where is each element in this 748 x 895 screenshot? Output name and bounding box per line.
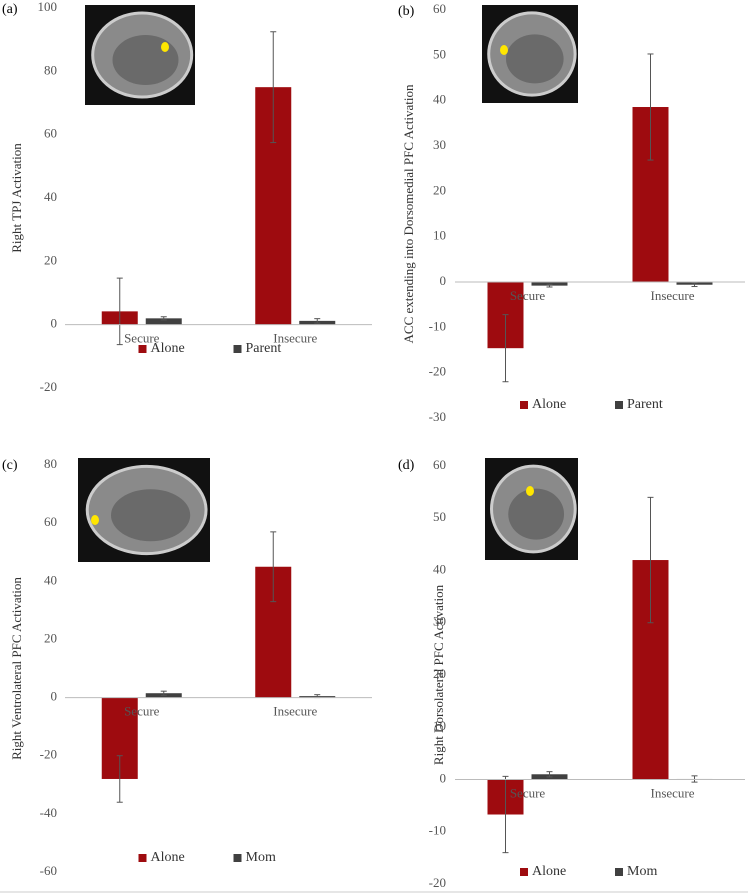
legend-swatch bbox=[138, 854, 147, 862]
y-tick-label: 30 bbox=[433, 614, 446, 629]
x-tick-label: Secure bbox=[510, 785, 546, 800]
activation-blob bbox=[91, 515, 99, 525]
panel-label: (a) bbox=[2, 2, 18, 17]
panel-label: (c) bbox=[2, 458, 18, 473]
y-tick-label: -60 bbox=[40, 863, 57, 878]
legend-swatch bbox=[615, 868, 623, 876]
legend-label: Alone bbox=[532, 864, 566, 879]
legend-swatch bbox=[233, 854, 242, 862]
y-axis-title: ACC extending into Dorsomedial PFC Activ… bbox=[401, 84, 416, 343]
brain-inner bbox=[506, 34, 564, 84]
y-tick-label: 50 bbox=[433, 46, 446, 61]
panel-label: (d) bbox=[398, 458, 415, 473]
legend-swatch bbox=[138, 345, 147, 353]
y-axis-title: Right Ventrolateral PFC Activation bbox=[9, 577, 24, 760]
y-tick-label: 60 bbox=[44, 514, 57, 529]
y-axis-title: Right TPJ Activation bbox=[9, 143, 24, 253]
legend-label: Mom bbox=[627, 864, 657, 879]
y-tick-label: 40 bbox=[433, 561, 446, 576]
panel-label: (b) bbox=[398, 4, 415, 19]
y-tick-label: 40 bbox=[44, 189, 57, 204]
y-tick-label: 20 bbox=[433, 182, 446, 197]
y-tick-label: -20 bbox=[40, 747, 57, 762]
brain-inner bbox=[112, 35, 179, 85]
x-tick-label: Secure bbox=[510, 288, 546, 303]
legend-swatch bbox=[520, 401, 528, 409]
y-tick-label: -20 bbox=[429, 875, 446, 890]
y-tick-label: 80 bbox=[44, 62, 57, 77]
x-tick-label: Secure bbox=[124, 704, 160, 719]
x-tick-label: Secure bbox=[124, 331, 160, 346]
activation-blob bbox=[526, 486, 534, 496]
activation-blob bbox=[161, 42, 169, 52]
y-tick-label: -20 bbox=[40, 379, 57, 394]
y-tick-label: 60 bbox=[433, 1, 446, 16]
x-tick-label: Insecure bbox=[273, 331, 317, 346]
y-tick-label: -10 bbox=[429, 823, 446, 838]
y-tick-label: 10 bbox=[433, 228, 446, 243]
y-tick-label: 30 bbox=[433, 137, 446, 152]
activation-blob bbox=[500, 45, 508, 55]
y-tick-label: 40 bbox=[44, 572, 57, 587]
y-tick-label: 10 bbox=[433, 718, 446, 733]
legend-label: Alone bbox=[532, 397, 566, 412]
y-tick-label: 100 bbox=[38, 0, 58, 14]
brain-inner bbox=[508, 488, 565, 540]
x-tick-label: Insecure bbox=[273, 704, 317, 719]
legend-label: Alone bbox=[151, 341, 185, 356]
legend-swatch bbox=[615, 401, 623, 409]
y-tick-label: -20 bbox=[429, 364, 446, 379]
y-tick-label: 20 bbox=[433, 666, 446, 681]
y-tick-label: 0 bbox=[440, 273, 447, 288]
y-tick-label: -40 bbox=[40, 805, 57, 820]
y-tick-label: 60 bbox=[433, 457, 446, 472]
y-tick-label: 40 bbox=[433, 92, 446, 107]
y-tick-label: 0 bbox=[440, 770, 447, 785]
y-tick-label: 0 bbox=[51, 316, 58, 331]
legend-swatch bbox=[520, 868, 528, 876]
bar bbox=[145, 318, 182, 325]
y-tick-label: 0 bbox=[51, 689, 58, 704]
y-tick-label: 50 bbox=[433, 509, 446, 524]
y-tick-label: -10 bbox=[429, 318, 446, 333]
y-tick-label: 60 bbox=[44, 126, 57, 141]
x-tick-label: Insecure bbox=[650, 785, 694, 800]
legend-label: Mom bbox=[246, 850, 276, 865]
y-axis-title: Right Dorsolateral PFC Activation bbox=[431, 584, 446, 765]
y-tick-label: 80 bbox=[44, 456, 57, 471]
legend-swatch bbox=[233, 345, 242, 353]
legend-label: Parent bbox=[627, 397, 663, 412]
y-tick-label: 20 bbox=[44, 252, 57, 267]
legend-label: Parent bbox=[246, 341, 282, 356]
legend-label: Alone bbox=[151, 850, 185, 865]
y-tick-label: 20 bbox=[44, 630, 57, 645]
y-tick-label: -30 bbox=[429, 409, 446, 424]
x-tick-label: Insecure bbox=[650, 288, 694, 303]
brain-inner bbox=[111, 489, 191, 542]
